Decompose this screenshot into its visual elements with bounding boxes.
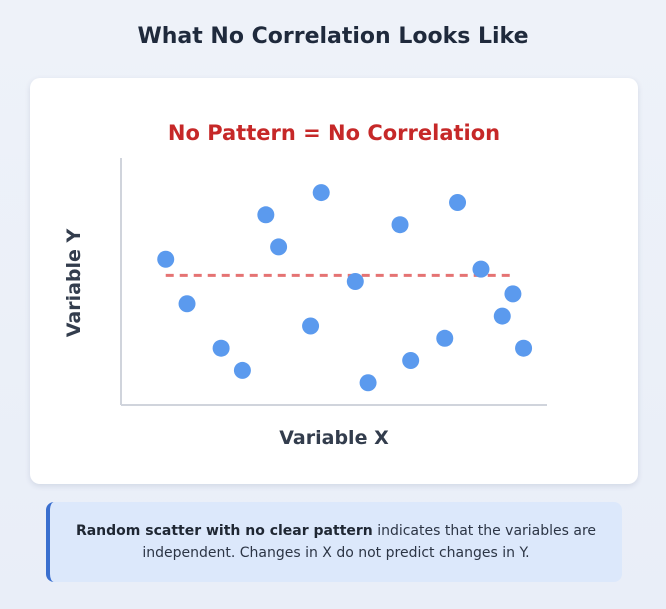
data-point-1 (157, 250, 175, 268)
data-point-5 (257, 206, 275, 224)
data-point-10 (359, 374, 377, 392)
x-axis-label: Variable X (279, 427, 389, 449)
data-point-6 (270, 238, 288, 256)
data-point-7 (302, 317, 320, 335)
data-points (157, 184, 533, 392)
chart-title: No Pattern = No Correlation (168, 121, 500, 145)
data-point-13 (436, 329, 454, 347)
callout-text: Random scatter with no clear pattern ind… (74, 520, 598, 564)
data-point-18 (515, 339, 533, 357)
data-point-11 (391, 216, 409, 234)
data-point-15 (472, 260, 490, 278)
chart-card: No Pattern = No Correlation Variable X V… (30, 78, 638, 484)
data-point-9 (346, 273, 364, 290)
data-point-17 (504, 285, 522, 303)
page-title: What No Correlation Looks Like (137, 24, 529, 49)
data-point-4 (233, 361, 251, 379)
explanation-callout: Random scatter with no clear pattern ind… (46, 502, 622, 582)
data-point-12 (402, 352, 420, 370)
y-axis-label: Variable Y (63, 228, 85, 337)
scatter-chart: No Pattern = No Correlation Variable X V… (63, 121, 547, 449)
data-point-3 (212, 339, 230, 357)
chart-axes (120, 158, 547, 406)
data-point-2 (178, 295, 196, 313)
callout-body-text: indicates that the variables are indepen… (142, 523, 597, 561)
data-point-8 (312, 184, 330, 202)
data-point-16 (493, 307, 511, 325)
callout-bold-text: Random scatter with no clear pattern (75, 523, 373, 539)
data-point-14 (449, 193, 467, 211)
